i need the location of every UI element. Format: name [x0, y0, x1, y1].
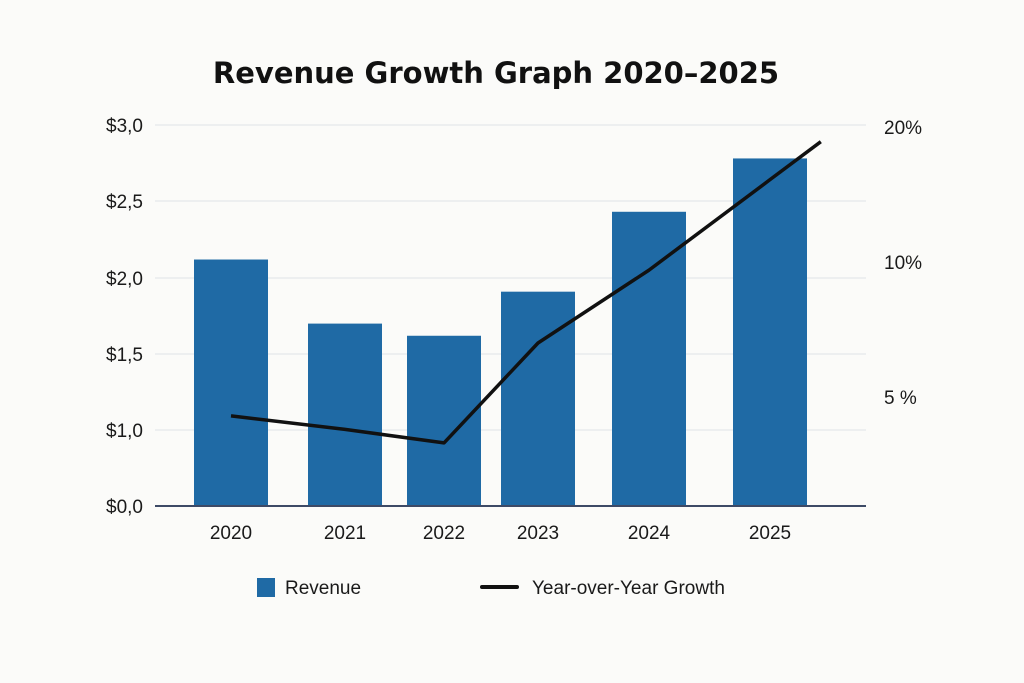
right-tick-label: 20% [884, 118, 922, 139]
right-tick-label: 5 % [884, 388, 917, 409]
bar-2025 [733, 158, 807, 506]
chart-title: Revenue Growth Graph 2020–2025 [213, 56, 779, 90]
left-tick-label: $2,0 [106, 269, 143, 290]
bar-2023 [501, 291, 575, 506]
bar-2020 [194, 259, 268, 506]
x-tick-label: 2021 [324, 523, 366, 544]
legend-swatch-revenue [257, 578, 275, 597]
left-tick-label: $1,0 [106, 421, 143, 442]
x-tick-label: 2022 [423, 523, 465, 544]
x-tick-label: 2025 [749, 523, 791, 544]
x-tick-label: 2024 [628, 523, 671, 544]
legend-label-growth: Year-over-Year Growth [532, 578, 725, 599]
left-tick-label: $1,5 [106, 345, 143, 366]
x-tick-label: 2020 [210, 523, 252, 544]
bar-2024 [612, 211, 686, 506]
legend: Revenue Year-over-Year Growth [257, 578, 725, 599]
bar-2022 [407, 335, 481, 506]
bar-2021 [308, 323, 382, 506]
legend-label-revenue: Revenue [285, 578, 361, 599]
x-tick-label: 2023 [517, 523, 559, 544]
left-tick-label: $2,5 [106, 192, 143, 213]
left-tick-label: $3,0 [106, 116, 143, 137]
left-tick-label: $0,0 [106, 497, 143, 518]
right-tick-label: 10% [884, 253, 922, 274]
